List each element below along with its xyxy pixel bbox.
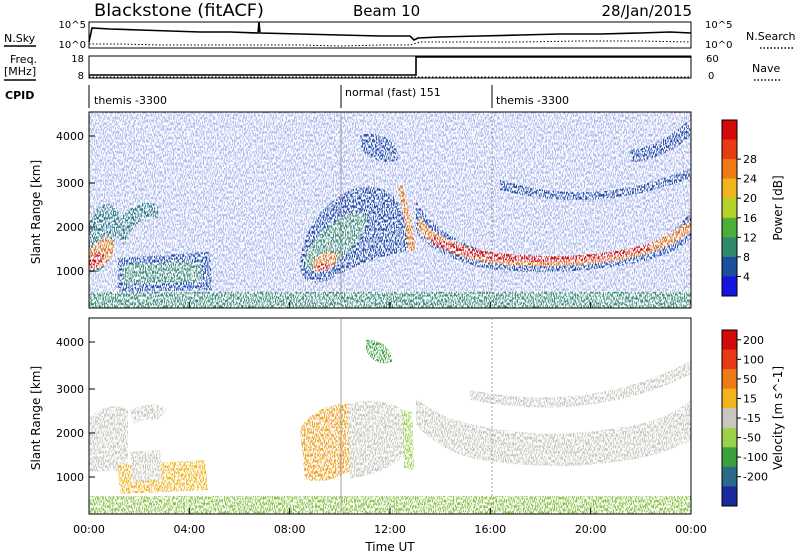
power-panel: 1000 2000 3000 4000 Slant Range [km] (29, 111, 692, 309)
velocity-panel: 1000 2000 3000 4000 Slant Range [km] (29, 317, 692, 515)
nave-ytick-top: 60 (706, 54, 719, 65)
nsky-label: N.Sky (4, 32, 36, 45)
power-colorbar-swatch (722, 198, 737, 219)
velocity-colorbar-swatch (722, 388, 737, 409)
power-colorbar-tick-label: 16 (743, 212, 757, 225)
cpid-label: CPID (5, 89, 34, 102)
velocity-colorbar-swatch (722, 466, 737, 487)
x-axis: 00:00 04:00 08:00 12:00 16:00 20:00 00:00 (73, 302, 707, 536)
x-tick-label: 00:00 (675, 523, 707, 536)
velocity-colorbar-tick-label: -15 (743, 412, 761, 425)
velocity-heatmap (89, 339, 691, 514)
noise-ytick-bottom-right: 10^0 (705, 40, 732, 51)
velocity-colorbar-tick-label: -50 (743, 432, 761, 445)
noise-ytick-bottom: 10^0 (59, 40, 86, 51)
power-colorbar-swatch (722, 139, 737, 160)
power-colorbar-tick-label: 4 (743, 270, 750, 283)
velocity-colorbar-swatch (722, 408, 737, 429)
velocity-ytick-1000: 1000 (56, 471, 84, 484)
power-yticks: 1000 2000 3000 4000 (56, 130, 95, 278)
x-tick-label: 16:00 (474, 523, 506, 536)
x-tick-label: 04:00 (173, 523, 205, 536)
power-ytick-1000: 1000 (56, 265, 84, 278)
nave-label: Nave (752, 62, 780, 75)
velocity-ytick-4000: 4000 (56, 336, 84, 349)
power-colorbar-swatch (722, 217, 737, 238)
x-tick-label: 12:00 (374, 523, 406, 536)
noise-ytick-top: 10^5 (59, 20, 86, 31)
power-colorbar-tick-label: 8 (743, 251, 750, 264)
power-ytick-2000: 2000 (56, 221, 84, 234)
beam-title: Beam 10 (353, 2, 420, 20)
x-axis-label: Time UT (364, 540, 415, 554)
nave-ytick-bottom: 0 (708, 71, 714, 82)
velocity-colorbar-tick-label: -200 (743, 471, 768, 484)
velocity-colorbar: 200 100 50 15 -15 -50 -100 -200 Velocity [m s^-… (721, 329, 785, 507)
velocity-colorbar-swatch (722, 447, 737, 468)
velocity-colorbar-swatch (722, 486, 737, 507)
cpid-segment-3: themis -3300 (496, 94, 569, 107)
power-ytick-4000: 4000 (56, 130, 84, 143)
velocity-colorbar-tick-label: 200 (743, 334, 764, 347)
velocity-ytick-3000: 3000 (56, 383, 84, 396)
velocity-colorbar-tick-label: 50 (743, 373, 757, 386)
noise-ytick-top-right: 10^5 (705, 20, 732, 31)
velocity-colorbar-swatch (722, 349, 737, 370)
nsearch-label: N.Search (746, 30, 796, 43)
power-colorbar-swatch (722, 120, 737, 141)
power-heatmap (89, 112, 691, 308)
freq-ytick-bottom: 8 (78, 71, 84, 82)
power-colorbar-swatch (722, 178, 737, 199)
velocity-yticks: 1000 2000 3000 4000 (56, 336, 95, 484)
velocity-colorbar-swatch (722, 427, 737, 448)
power-colorbar: 4 8 12 16 20 24 28 Power [dB] (721, 119, 785, 297)
freq-unit-label: [MHz] (4, 65, 36, 78)
power-colorbar-swatch (722, 276, 737, 297)
freq-label: Freq. (10, 53, 37, 66)
freq-panel: 18 8 60 0 (71, 54, 718, 82)
velocity-colorbar-label: Velocity [m s^-1] (771, 366, 785, 470)
power-ylabel: Slant Range [km] (29, 160, 43, 264)
cpid-segment-2: normal (fast) 151 (345, 86, 441, 99)
power-ytick-3000: 3000 (56, 177, 84, 190)
velocity-colorbar-tick-label: 15 (743, 392, 757, 405)
date-title: 28/Jan/2015 (602, 2, 693, 20)
power-colorbar-tick-label: 20 (743, 192, 757, 205)
power-colorbar-tick-label: 12 (743, 231, 757, 244)
power-colorbar-swatch (722, 237, 737, 258)
cpid-segment-1: themis -3300 (94, 94, 167, 107)
freq-series (89, 56, 691, 76)
x-tick-label: 00:00 (73, 523, 105, 536)
power-colorbar-tick-label: 24 (743, 173, 757, 186)
cpid-bar: themis -3300 normal (fast) 151 themis -3… (88, 85, 569, 108)
velocity-colorbar-swatch (722, 369, 737, 390)
power-colorbar-swatch (722, 256, 737, 277)
power-colorbar-label: Power [dB] (771, 175, 785, 240)
velocity-ytick-2000: 2000 (56, 427, 84, 440)
velocity-ylabel: Slant Range [km] (29, 366, 43, 470)
velocity-colorbar-swatch (722, 330, 737, 351)
x-tick-label: 20:00 (575, 523, 607, 536)
power-colorbar-swatch (722, 159, 737, 180)
power-colorbar-tick-label: 28 (743, 153, 757, 166)
velocity-colorbar-tick-label: -100 (743, 451, 768, 464)
x-tick-label: 08:00 (274, 523, 306, 536)
nsearch-series (89, 40, 692, 47)
freq-ytick-top: 18 (71, 54, 84, 65)
station-title: Blackstone (fitACF) (94, 1, 264, 21)
velocity-colorbar-tick-label: 100 (743, 353, 764, 366)
nsky-series (88, 21, 692, 43)
noise-panel: 10^5 10^0 10^5 10^0 (59, 20, 733, 51)
